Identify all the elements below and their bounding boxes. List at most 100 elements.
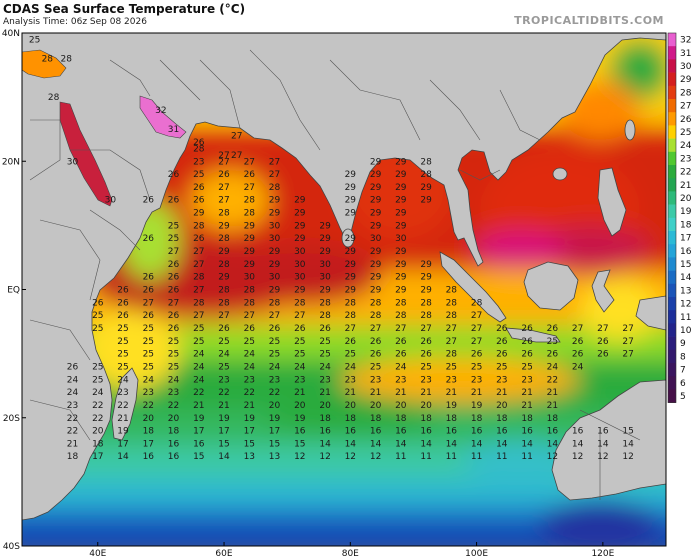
sst-value-label: 25 <box>193 170 204 180</box>
sst-value-label: 29 <box>370 183 382 193</box>
sst-value-label: 29 <box>269 286 281 296</box>
sst-value-label: 25 <box>168 350 179 360</box>
sst-value-label: 25 <box>294 350 305 360</box>
sst-value-label: 30 <box>67 157 79 167</box>
sst-value-label: 29 <box>395 286 407 296</box>
sst-value-label: 26 <box>521 324 533 334</box>
sst-value-label: 25 <box>143 362 154 372</box>
sst-value-label: 26 <box>496 350 508 360</box>
sst-value-label: 26 <box>143 196 155 206</box>
sst-value-label: 22 <box>547 375 558 385</box>
sst-value-label: 18 <box>168 427 180 437</box>
sst-value-label: 29 <box>244 247 256 257</box>
sst-value-label: 28 <box>294 298 306 308</box>
sst-value-label: 24 <box>294 362 306 372</box>
sst-value-label: 25 <box>143 350 154 360</box>
sst-value-label: 25 <box>143 324 154 334</box>
sst-value-label: 17 <box>117 439 128 449</box>
colorbar-tick-label: 31 <box>680 49 691 59</box>
sst-value-label: 25 <box>117 337 128 347</box>
sst-value-label: 29 <box>294 221 306 231</box>
sst-value-label: 29 <box>269 260 281 270</box>
sst-value-label: 16 <box>395 427 407 437</box>
sst-value-label: 25 <box>168 337 179 347</box>
sst-value-label: 26 <box>218 170 230 180</box>
colorbar-swatch <box>668 283 676 298</box>
colorbar-tick-label: 16 <box>680 247 692 257</box>
sst-value-label: 12 <box>345 452 356 462</box>
colorbar-swatch <box>668 363 676 377</box>
colorbar-swatch <box>668 112 676 126</box>
sst-value-label: 30 <box>319 273 331 283</box>
sst-value-label: 27 <box>446 324 457 334</box>
colorbar-swatch <box>668 178 676 192</box>
sst-value-label: 23 <box>345 375 356 385</box>
sst-value-label: 21 <box>319 388 330 398</box>
sst-value-label: 29 <box>395 209 407 219</box>
sst-value-label: 26 <box>547 350 559 360</box>
sst-value-label: 25 <box>547 337 558 347</box>
sst-value-label: 31 <box>168 125 179 135</box>
mediterranean <box>22 49 67 79</box>
sst-value-label: 27 <box>193 247 204 257</box>
sst-value-label: 24 <box>193 362 205 372</box>
sst-value-label: 11 <box>420 452 431 462</box>
sumatra <box>439 251 507 323</box>
sst-value-label: 30 <box>319 260 331 270</box>
sst-value-label: 12 <box>319 452 330 462</box>
sst-value-label: 12 <box>547 452 558 462</box>
java <box>505 327 561 343</box>
sst-value-label: 13 <box>244 452 255 462</box>
colorbar-tick-label: 11 <box>680 313 691 323</box>
sst-value-label: 23 <box>168 388 179 398</box>
sst-value-label: 19 <box>193 414 205 424</box>
sst-value-label: 27 <box>269 170 280 180</box>
sst-value-label: 19 <box>117 427 129 437</box>
sst-value-label: 28 <box>420 311 432 321</box>
sst-value-label: 27 <box>244 157 255 167</box>
sst-value-label: 14 <box>572 439 584 449</box>
lat-tick-label: 40S <box>3 542 20 552</box>
sst-value-label: 29 <box>345 234 357 244</box>
sst-value-label: 27 <box>168 298 179 308</box>
sst-value-label: 20 <box>168 414 180 424</box>
sst-value-label: 26 <box>521 350 533 360</box>
sst-value-label: 25 <box>193 324 204 334</box>
sst-value-label: 22 <box>168 401 179 411</box>
sst-value-label: 26 <box>420 337 432 347</box>
colorbar-tick-label: 13 <box>680 286 691 296</box>
sst-value-label: 22 <box>244 388 255 398</box>
sst-value-label: 29 <box>370 157 382 167</box>
sst-value-label: 27 <box>193 286 204 296</box>
sst-value-label: 12 <box>370 452 381 462</box>
sst-value-label: 14 <box>622 439 634 449</box>
sst-value-label: 15 <box>193 452 204 462</box>
sst-value-label: 28 <box>319 298 331 308</box>
colorbar-tick-label: 5 <box>680 392 686 402</box>
colorbar-tick-label: 17 <box>680 234 691 244</box>
sst-value-label: 26 <box>117 286 129 296</box>
sst-value-label: 28 <box>218 298 230 308</box>
borneo <box>523 261 579 311</box>
sst-value-label: 14 <box>597 439 609 449</box>
sst-value-label: 29 <box>244 260 256 270</box>
lon-tick-label: 40E <box>89 549 106 559</box>
colorbar-swatch <box>668 323 676 337</box>
sst-value-label: 23 <box>319 375 330 385</box>
sst-value-label: 24 <box>547 362 559 372</box>
sst-value-label: 29 <box>395 183 407 193</box>
sst-value-label: 25 <box>269 350 280 360</box>
sst-value-label: 27 <box>294 311 305 321</box>
sst-value-label: 22 <box>218 388 229 398</box>
sst-value-label: 28 <box>395 298 407 308</box>
sst-value-label: 20 <box>92 427 104 437</box>
sst-value-label: 27 <box>622 337 633 347</box>
sst-value-label: 29 <box>370 196 382 206</box>
sst-value-label: 19 <box>294 414 306 424</box>
sst-value-label: 14 <box>547 439 559 449</box>
colorbar-tick-label: 14 <box>680 273 692 283</box>
sst-value-label: 26 <box>420 350 432 360</box>
sst-value-label: 14 <box>395 439 407 449</box>
sst-value-label: 20 <box>496 401 508 411</box>
sst-value-label: 26 <box>496 324 508 334</box>
